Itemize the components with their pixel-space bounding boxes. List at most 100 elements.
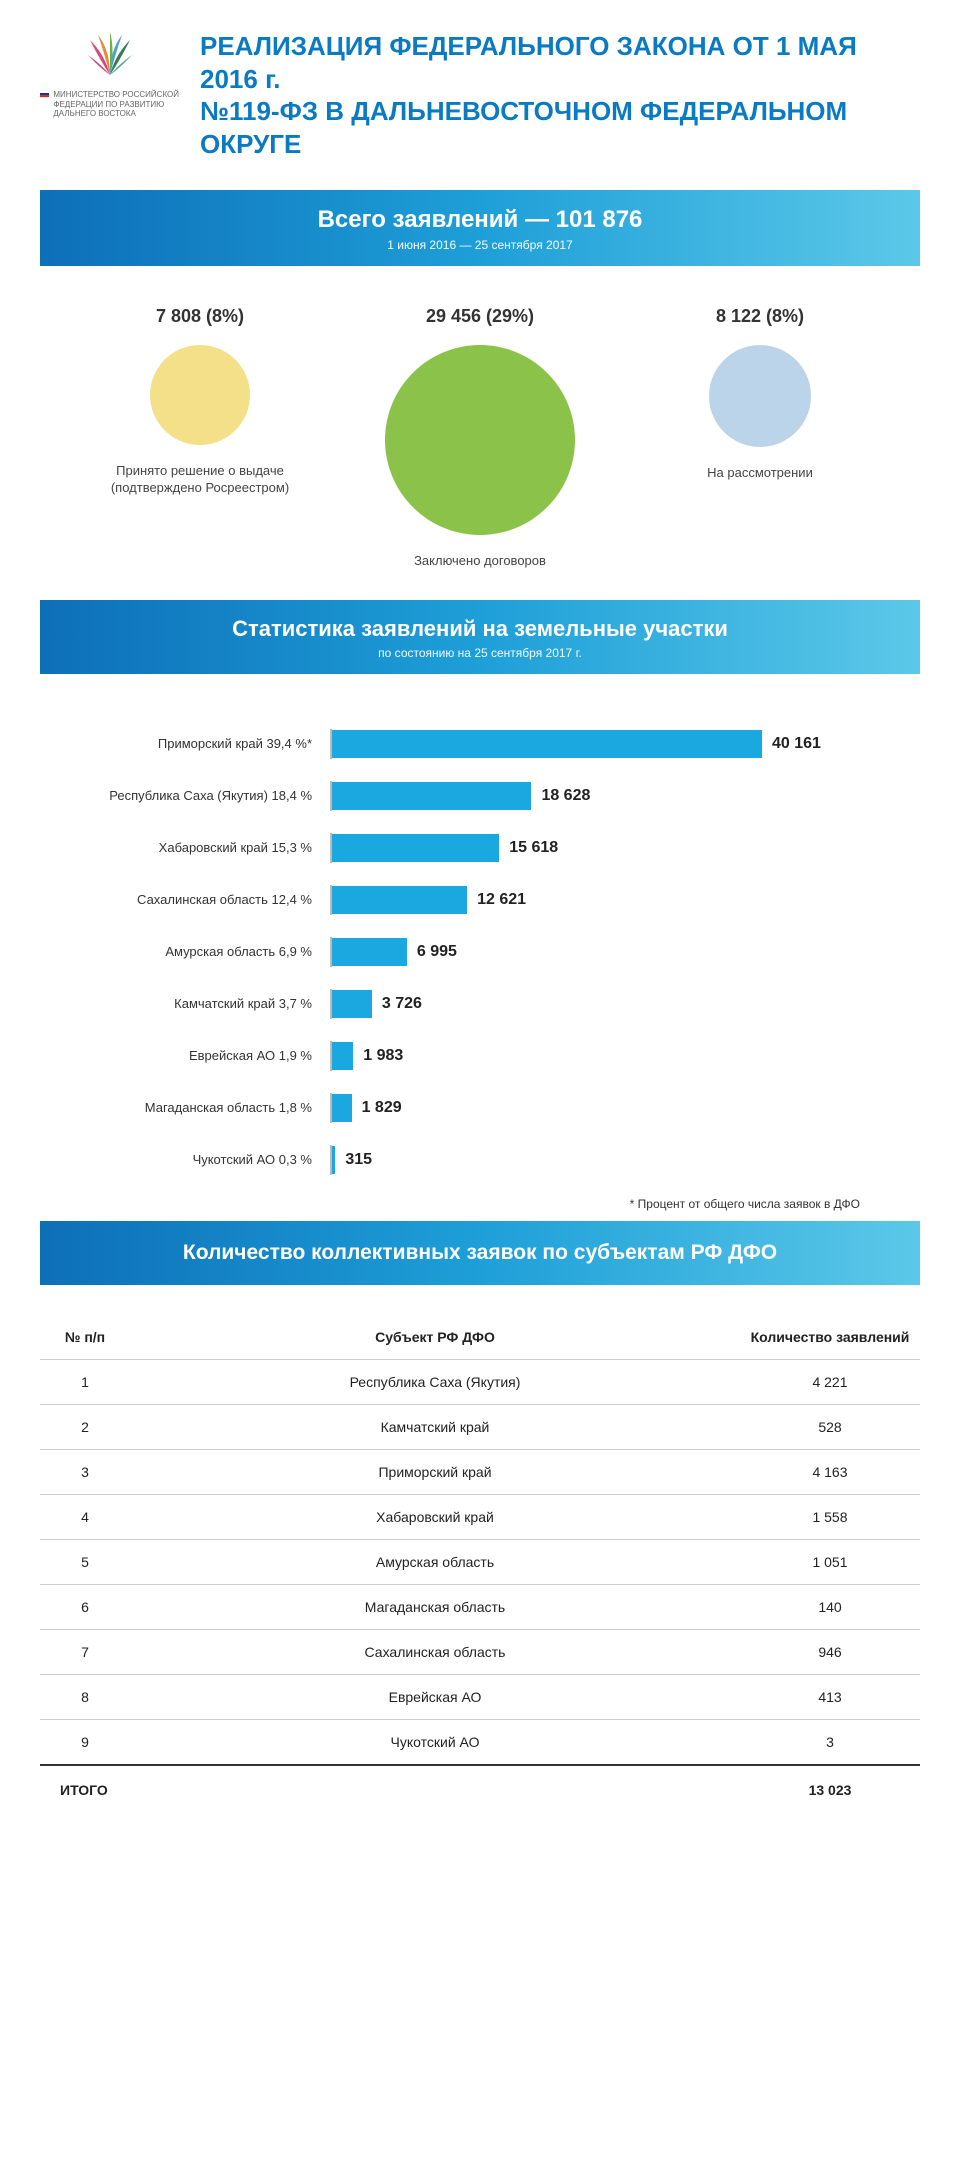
bar-value: 1 983 bbox=[363, 1047, 403, 1065]
lotus-icon bbox=[80, 30, 140, 80]
bar-track: 315 bbox=[330, 1145, 880, 1175]
bubble-item: 8 122 (8%)На рассмотрении bbox=[621, 306, 898, 482]
table-cell: 946 bbox=[740, 1629, 920, 1674]
table-cell: 1 051 bbox=[740, 1539, 920, 1584]
banner-collective: Количество коллективных заявок по субъек… bbox=[40, 1221, 920, 1285]
bar-track: 18 628 bbox=[330, 781, 880, 811]
bar-label: Еврейская АО 1,9 % bbox=[80, 1048, 330, 1063]
banner1-title: Всего заявлений — 101 876 bbox=[60, 206, 900, 234]
ministry-name: МИНИСТЕРСТВО РОССИЙСКОЙ ФЕДЕРАЦИИ ПО РАЗ… bbox=[53, 90, 180, 119]
bar-value: 40 161 bbox=[772, 735, 821, 753]
regions-bar-chart: Приморский край 39,4 %* 40 161 Республика … bbox=[40, 704, 920, 1221]
title-line-1: РЕАЛИЗАЦИЯ ФЕДЕРАЛЬНОГО ЗАКОНА ОТ 1 МАЯ … bbox=[200, 30, 920, 95]
table-cell: 9 bbox=[40, 1719, 130, 1765]
table-header-cell: Субъект РФ ДФО bbox=[130, 1315, 740, 1360]
collective-applications-table: № п/пСубъект РФ ДФОКоличество заявлений … bbox=[40, 1315, 920, 1812]
table-cell: Амурская область bbox=[130, 1539, 740, 1584]
bubble-chart: 7 808 (8%)Принято решение о выдаче (подт… bbox=[40, 296, 920, 600]
bar-row: Камчатский край 3,7 % 3 726 bbox=[80, 989, 880, 1019]
bar-row: Сахалинская область 12,4 % 12 621 bbox=[80, 885, 880, 915]
bar-value: 12 621 bbox=[477, 891, 526, 909]
title-line-2: №119-ФЗ В ДАЛЬНЕВОСТОЧНОМ ФЕДЕРАЛЬНОМ ОК… bbox=[200, 95, 920, 160]
bar-value: 18 628 bbox=[541, 787, 590, 805]
bar-row: Хабаровский край 15,3 %15 618 bbox=[80, 833, 880, 863]
bar-value: 1 829 bbox=[362, 1099, 402, 1117]
table-cell: 4 163 bbox=[740, 1449, 920, 1494]
bar-track: 6 995 bbox=[330, 937, 880, 967]
table-cell: Магаданская область bbox=[130, 1584, 740, 1629]
table-cell: 4 bbox=[40, 1494, 130, 1539]
bar-track: 12 621 bbox=[330, 885, 880, 915]
bar-fill bbox=[332, 886, 467, 914]
bar-row: Магаданская область 1,8 %1 829 bbox=[80, 1093, 880, 1123]
bar-fill bbox=[332, 1146, 335, 1174]
bar-fill bbox=[332, 938, 407, 966]
bar-track: 1 829 bbox=[330, 1093, 880, 1123]
bar-row: Амурская область 6,9 %6 995 bbox=[80, 937, 880, 967]
banner2-title: Статистика заявлений на земельные участк… bbox=[60, 616, 900, 642]
table-row: 8Еврейская АО413 bbox=[40, 1674, 920, 1719]
banner-statistics: Статистика заявлений на земельные участк… bbox=[40, 600, 920, 674]
table-cell: 3 bbox=[740, 1719, 920, 1765]
banner3-title: Количество коллективных заявок по субъек… bbox=[60, 1241, 900, 1265]
bar-track: 40 161 bbox=[330, 729, 880, 759]
table-cell: 4 221 bbox=[740, 1359, 920, 1404]
bubble-circle bbox=[709, 345, 811, 447]
table-cell: 140 bbox=[740, 1584, 920, 1629]
page-title: РЕАЛИЗАЦИЯ ФЕДЕРАЛЬНОГО ЗАКОНА ОТ 1 МАЯ … bbox=[200, 30, 920, 160]
table-row: 2Камчатский край528 bbox=[40, 1404, 920, 1449]
table-cell: 2 bbox=[40, 1404, 130, 1449]
bar-label: Чукотский АО 0,3 % bbox=[80, 1152, 330, 1167]
bar-value: 315 bbox=[345, 1151, 372, 1169]
bar-row: Республика Саха (Якутия) 18,4 % 18 628 bbox=[80, 781, 880, 811]
table-cell: Еврейская АО bbox=[130, 1674, 740, 1719]
table-row: 6Магаданская область140 bbox=[40, 1584, 920, 1629]
bar-chart-footnote: * Процент от общего числа заявок в ДФО bbox=[80, 1197, 880, 1211]
table-cell: Сахалинская область bbox=[130, 1629, 740, 1674]
table-cell: 1 558 bbox=[740, 1494, 920, 1539]
table-cell: 413 bbox=[740, 1674, 920, 1719]
bubble-item: 7 808 (8%)Принято решение о выдаче (подт… bbox=[61, 306, 338, 497]
table-row: 9Чукотский АО3 bbox=[40, 1719, 920, 1765]
table-cell: 5 bbox=[40, 1539, 130, 1584]
bar-label: Приморский край 39,4 %* bbox=[80, 736, 330, 751]
table-total-label: ИТОГО bbox=[40, 1765, 130, 1812]
bar-row: Чукотский АО 0,3 % 315 bbox=[80, 1145, 880, 1175]
bubble-circle bbox=[150, 345, 250, 445]
bar-value: 15 618 bbox=[509, 839, 558, 857]
bubble-circle bbox=[385, 345, 575, 535]
bubble-caption: Заключено договоров bbox=[414, 553, 546, 570]
bar-value: 3 726 bbox=[382, 995, 422, 1013]
bubble-caption: На рассмотрении bbox=[707, 465, 813, 482]
bar-row: Еврейская АО 1,9 % 1 983 bbox=[80, 1041, 880, 1071]
bar-label: Республика Саха (Якутия) 18,4 % bbox=[80, 788, 330, 803]
ministry-logo: МИНИСТЕРСТВО РОССИЙСКОЙ ФЕДЕРАЦИИ ПО РАЗ… bbox=[40, 30, 180, 119]
bar-row: Приморский край 39,4 %* 40 161 bbox=[80, 729, 880, 759]
bar-fill bbox=[332, 1042, 353, 1070]
table-cell: Приморский край bbox=[130, 1449, 740, 1494]
bar-fill bbox=[332, 834, 499, 862]
bubble-caption: Принято решение о выдаче (подтверждено Р… bbox=[100, 463, 300, 497]
bar-fill bbox=[332, 782, 531, 810]
bubble-item: 29 456 (29%) Заключено договоров bbox=[341, 306, 618, 570]
bar-label: Сахалинская область 12,4 % bbox=[80, 892, 330, 907]
bar-track: 3 726 bbox=[330, 989, 880, 1019]
table-cell: Камчатский край bbox=[130, 1404, 740, 1449]
bar-fill bbox=[332, 730, 762, 758]
table-cell: 7 bbox=[40, 1629, 130, 1674]
bar-value: 6 995 bbox=[417, 943, 457, 961]
table-cell: Чукотский АО bbox=[130, 1719, 740, 1765]
table-cell: 528 bbox=[740, 1404, 920, 1449]
table-cell: 1 bbox=[40, 1359, 130, 1404]
table-cell: 8 bbox=[40, 1674, 130, 1719]
bar-fill bbox=[332, 1094, 352, 1122]
table-total-value: 13 023 bbox=[740, 1765, 920, 1812]
russia-flag-icon bbox=[40, 86, 49, 102]
table-row: 7Сахалинская область946 bbox=[40, 1629, 920, 1674]
bubble-value-label: 29 456 (29%) bbox=[426, 306, 534, 327]
bar-label: Камчатский край 3,7 % bbox=[80, 996, 330, 1011]
table-cell: 6 bbox=[40, 1584, 130, 1629]
table-row: 5Амурская область1 051 bbox=[40, 1539, 920, 1584]
bar-fill bbox=[332, 990, 372, 1018]
banner1-subtitle: 1 июня 2016 — 25 сентября 2017 bbox=[60, 238, 900, 252]
